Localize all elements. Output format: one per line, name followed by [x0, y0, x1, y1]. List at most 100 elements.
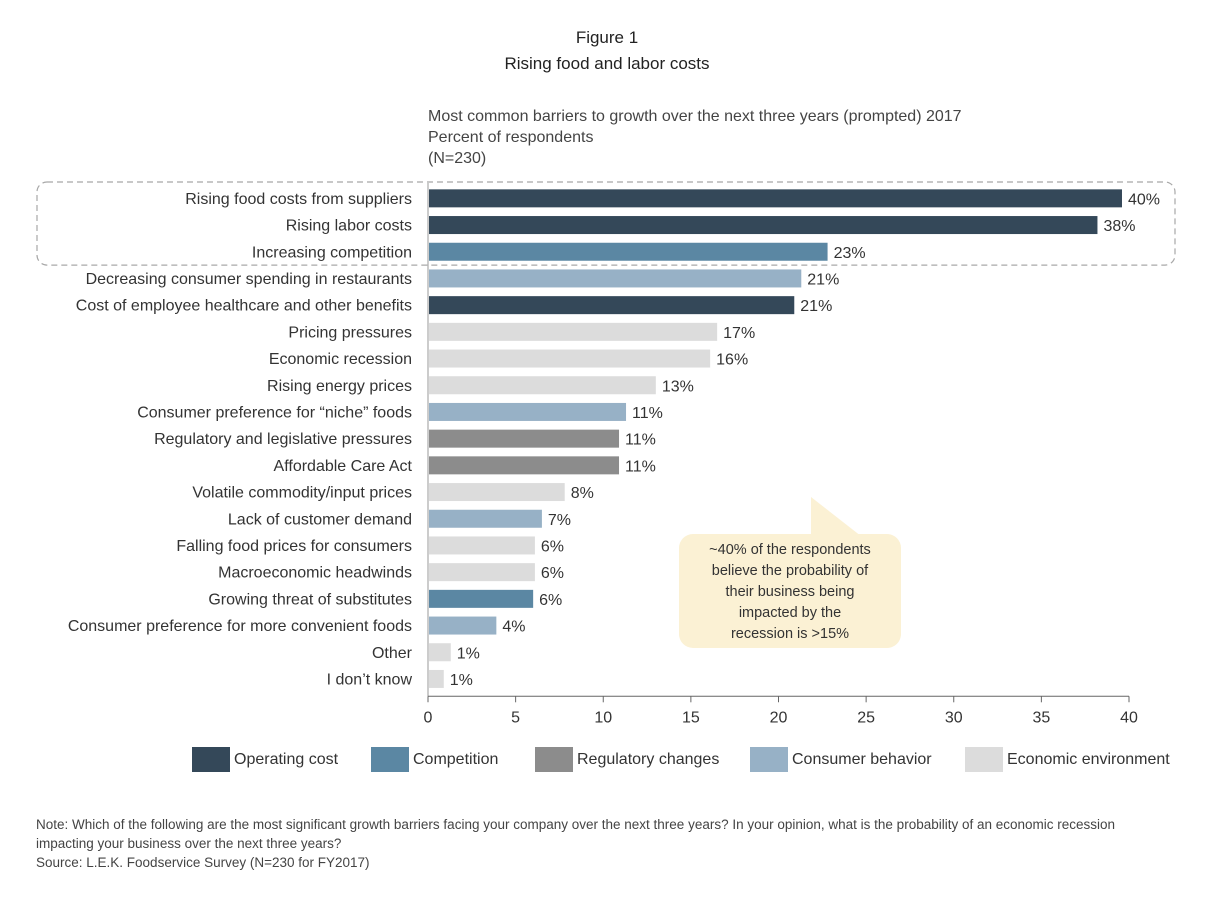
- data-label: 1%: [457, 645, 480, 662]
- bar: [429, 349, 711, 368]
- category-label: Consumer preference for more convenient …: [68, 618, 412, 635]
- category-label: Rising energy prices: [267, 378, 412, 395]
- chart-footnote: Note: Which of the following are the mos…: [36, 815, 1176, 872]
- data-label: 16%: [716, 352, 748, 369]
- figure-title: Rising food and labor costs: [504, 54, 710, 73]
- data-label: 11%: [632, 405, 663, 422]
- bar: [429, 296, 795, 315]
- data-label: 21%: [807, 271, 839, 288]
- bar: [429, 643, 451, 662]
- category-label: Economic recession: [269, 351, 412, 368]
- bar: [429, 483, 565, 502]
- category-label: Increasing competition: [252, 244, 412, 261]
- chart-subtitle: Most common barriers to growth over the …: [428, 106, 962, 169]
- bar: [429, 189, 1122, 208]
- bar: [429, 536, 535, 555]
- category-label: Cost of employee healthcare and other be…: [76, 298, 412, 315]
- note-text: Note: Which of the following are the mos…: [36, 817, 1116, 851]
- legend-item-competition: Competition: [371, 747, 498, 772]
- callout-line: recession is >15%: [730, 626, 850, 642]
- x-tick-label: 40: [1120, 709, 1138, 726]
- legend-item-consumer-behavior: Consumer behavior: [750, 747, 932, 772]
- bar: [429, 589, 534, 608]
- data-label: 7%: [548, 512, 571, 529]
- callout-pointer: [811, 497, 866, 540]
- bar: [429, 402, 627, 421]
- x-tick-label: 25: [857, 709, 875, 726]
- category-label: Affordable Care Act: [274, 458, 413, 475]
- category-label: Regulatory and legislative pressures: [154, 431, 412, 448]
- bar: [429, 429, 620, 448]
- category-label: Pricing pressures: [288, 324, 412, 341]
- bar: [429, 376, 656, 395]
- category-label: Lack of customer demand: [228, 511, 412, 528]
- callout-line: believe the probability of: [711, 563, 869, 579]
- bar: [429, 269, 802, 288]
- bar: [429, 616, 497, 635]
- category-label: Falling food prices for consumers: [176, 538, 412, 555]
- data-label: 17%: [723, 325, 755, 342]
- legend-item-regulatory-changes: Regulatory changes: [535, 747, 719, 772]
- data-label: 11%: [625, 432, 656, 449]
- source-text: Source: L.E.K. Foodservice Survey (N=230…: [36, 855, 370, 870]
- data-label: 21%: [800, 298, 832, 315]
- x-tick-label: 0: [424, 709, 433, 726]
- x-tick-label: 30: [945, 709, 963, 726]
- x-tick-label: 15: [682, 709, 700, 726]
- data-label: 11%: [625, 458, 656, 475]
- category-label: I don’t know: [327, 671, 413, 688]
- subtitle-line: Percent of respondents: [428, 129, 594, 146]
- legend-swatch: [371, 747, 409, 772]
- data-label: 23%: [834, 245, 866, 262]
- category-label: Volatile commodity/input prices: [192, 485, 412, 502]
- callout-line: their business being: [725, 584, 855, 600]
- bar: [429, 669, 444, 688]
- category-label: Growing threat of substitutes: [208, 591, 412, 608]
- data-label: 4%: [502, 619, 525, 636]
- legend-swatch: [192, 747, 230, 772]
- legend-label: Competition: [413, 750, 499, 768]
- data-label: 6%: [541, 565, 564, 582]
- subtitle-line: (N=230): [428, 150, 487, 167]
- bar: [429, 509, 542, 528]
- data-label: 13%: [662, 378, 694, 395]
- bar: [429, 563, 535, 582]
- legend-swatch: [535, 747, 573, 772]
- legend-label: Regulatory changes: [577, 750, 720, 768]
- figure-label: Figure 1: [575, 28, 639, 47]
- legend-label: Operating cost: [234, 750, 339, 768]
- legend-label: Economic environment: [1007, 750, 1170, 768]
- category-label: Rising labor costs: [286, 218, 412, 235]
- bar: [429, 456, 620, 475]
- bar-chart: Rising food costs from suppliers 40% Risin…: [36, 181, 1176, 726]
- highlight-box: [36, 181, 1176, 266]
- x-tick-label: 20: [770, 709, 788, 726]
- bar: [429, 216, 1098, 235]
- callout-box: ~40% of the respondents believe the prob…: [679, 534, 901, 648]
- bar: [429, 242, 828, 261]
- data-label: 6%: [539, 592, 562, 609]
- callout-line: impacted by the: [738, 605, 842, 621]
- bar: [429, 322, 718, 341]
- legend-item-operating-cost: Operating cost: [192, 747, 338, 772]
- x-tick-label: 5: [511, 709, 520, 726]
- data-label: 38%: [1103, 218, 1135, 235]
- x-tick-label: 35: [1032, 709, 1050, 726]
- x-tick-label: 10: [594, 709, 612, 726]
- callout-line: ~40% of the respondents: [709, 542, 871, 558]
- category-label: Rising food costs from suppliers: [185, 191, 412, 208]
- category-label: Consumer preference for “niche” foods: [137, 404, 412, 421]
- data-label: 8%: [571, 485, 594, 502]
- chart-legend: Operating cost Competition Regulatory ch…: [0, 747, 1214, 775]
- subtitle-line: Most common barriers to growth over the …: [428, 108, 962, 125]
- category-label: Other: [372, 645, 413, 662]
- legend-swatch: [750, 747, 788, 772]
- data-label: 40%: [1128, 191, 1160, 208]
- data-label: 1%: [450, 672, 473, 689]
- legend-item-economic-environment: Economic environment: [965, 747, 1170, 772]
- legend-swatch: [965, 747, 1003, 772]
- category-label: Decreasing consumer spending in restaura…: [86, 271, 412, 288]
- data-label: 6%: [541, 538, 564, 555]
- legend-label: Consumer behavior: [792, 750, 932, 768]
- category-label: Macroeconomic headwinds: [218, 565, 412, 582]
